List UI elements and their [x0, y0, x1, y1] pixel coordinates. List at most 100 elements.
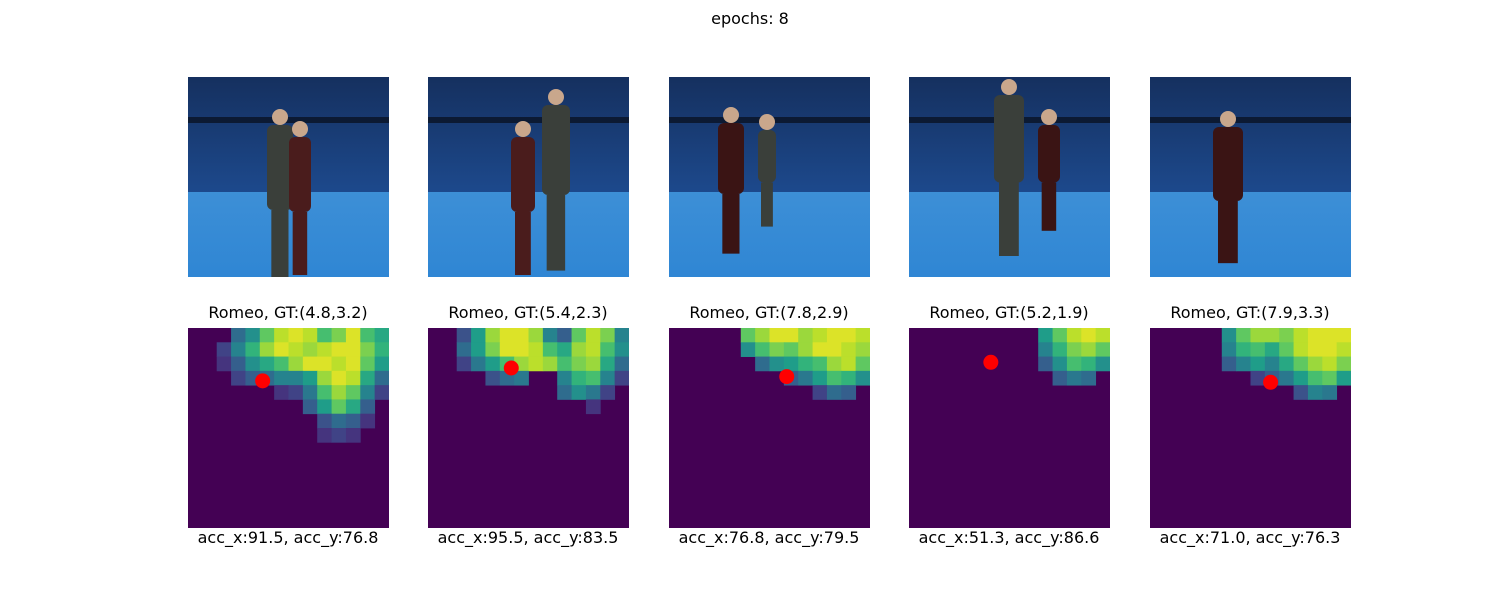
heatmap-cell: [812, 356, 828, 372]
heatmap-cell: [245, 342, 261, 357]
heatmap-cell: [1293, 356, 1309, 372]
heatmap-cell: [1038, 356, 1053, 372]
heatmap-cell: [1095, 328, 1110, 343]
heatmap-cell: [216, 342, 232, 357]
heatmap-cell: [1279, 356, 1294, 372]
subplot-title-1: Romeo, GT:(4.8,3.2): [208, 303, 368, 322]
heatmap-cell: [485, 370, 501, 386]
heatmap-cell: [345, 342, 361, 357]
person-figure: [718, 107, 744, 254]
heatmap-cell: [841, 385, 857, 400]
heatmap-cell: [1066, 342, 1082, 357]
heatmap-cell: [571, 385, 587, 400]
heatmap-cell: [1250, 356, 1266, 372]
heatmap-cell: [1293, 328, 1309, 343]
heatmap-cell: [317, 399, 332, 415]
heatmap-cell: [1336, 356, 1351, 372]
heatmap-cell: [812, 328, 828, 343]
heatmap-cell: [841, 342, 857, 357]
heatmap-cell: [231, 342, 246, 357]
heatmap-cell: [542, 328, 558, 343]
heatmap-cell: [317, 356, 332, 372]
heatmap-cell: [288, 385, 304, 400]
heatmap-cell: [1081, 370, 1097, 386]
heatmap-4: [909, 328, 1110, 528]
heatmap-cell: [783, 356, 799, 372]
heatmap-cell: [231, 356, 246, 372]
camera-image-svg-3: [669, 77, 870, 277]
heatmap-cell: [571, 356, 587, 372]
person-figure: [994, 79, 1024, 256]
heatmap-cell: [542, 342, 558, 357]
heatmap-cell: [557, 328, 572, 343]
heatmap-cell: [1038, 342, 1053, 357]
heatmap-cell: [514, 328, 529, 343]
heatmap-cell: [1236, 328, 1251, 343]
heatmap-cell: [485, 342, 501, 357]
heatmap-cell: [755, 328, 770, 343]
heatmap-cell: [231, 370, 246, 386]
heatmap-cell: [1081, 328, 1097, 343]
heatmap-cell: [331, 399, 347, 415]
heatmap-cell: [331, 356, 347, 372]
heatmap-cell: [783, 342, 799, 357]
heatmap-cell: [374, 356, 389, 372]
heatmap-cell: [360, 370, 376, 386]
heatmap-cell: [259, 356, 275, 372]
heatmap-cell: [557, 370, 572, 386]
heatmap-cell: [345, 428, 361, 443]
subplot-title-5: Romeo, GT:(7.9,3.3): [1170, 303, 1330, 322]
heatmap-cell: [1322, 328, 1338, 343]
heatmap-cell: [1293, 370, 1309, 386]
camera-image-svg-4: [909, 77, 1110, 277]
subplot-title-3: Romeo, GT:(7.8,2.9): [689, 303, 849, 322]
heatmap-cell: [288, 342, 304, 357]
heatmap-cell: [826, 370, 842, 386]
heatmap-cell: [374, 385, 389, 400]
heatmap-cell: [528, 328, 544, 343]
heatmap-cell: [456, 342, 472, 357]
subplot-title-2: Romeo, GT:(5.4,2.3): [448, 303, 608, 322]
person-figure: [542, 89, 570, 271]
person-figure: [289, 121, 311, 275]
heatmap-cell: [740, 328, 756, 343]
heatmap-cell: [855, 342, 870, 357]
heatmap-cell: [585, 399, 601, 415]
heatmap-cell: [471, 328, 486, 343]
heatmap-cell: [331, 413, 347, 429]
heatmap-cell: [1221, 328, 1237, 343]
heatmap-cell: [585, 356, 601, 372]
heatmap-cell: [1264, 356, 1280, 372]
heatmap-cell: [274, 342, 289, 357]
heatmap-cell: [345, 328, 361, 343]
heatmap-cell: [1264, 328, 1280, 343]
heatmap-cell: [557, 342, 572, 357]
heatmap-cell: [1279, 370, 1294, 386]
heatmap-cell: [1081, 356, 1097, 372]
heatmap-cell: [1279, 328, 1294, 343]
heatmap-1: [188, 328, 389, 528]
heatmap-cell: [585, 328, 601, 343]
heatmap-cell: [302, 370, 318, 386]
prediction-marker: [1263, 374, 1279, 390]
camera-rig: [1150, 117, 1351, 123]
heatmap-cell: [288, 356, 304, 372]
heatmap-cell: [1322, 370, 1338, 386]
accuracy-label-3: acc_x:76.8, acc_y:79.5: [678, 528, 860, 547]
heatmap-cell: [317, 342, 332, 357]
heatmap-cell: [1279, 342, 1294, 357]
heatmap-cell: [499, 328, 515, 343]
camera-image-1: [188, 77, 389, 277]
heatmap-cell: [360, 328, 376, 343]
heatmap-cell: [302, 342, 318, 357]
heatmap-cell: [855, 328, 870, 343]
heatmap-2: [428, 328, 629, 528]
camera-image-svg-2: [428, 77, 629, 277]
heatmap-cell: [783, 328, 799, 343]
heatmap-cell: [514, 370, 529, 386]
heatmap-cell: [331, 385, 347, 400]
heatmap-cell: [755, 356, 770, 372]
heatmap-cell: [514, 342, 529, 357]
heatmap-cell: [360, 385, 376, 400]
heatmap-cell: [769, 328, 785, 343]
